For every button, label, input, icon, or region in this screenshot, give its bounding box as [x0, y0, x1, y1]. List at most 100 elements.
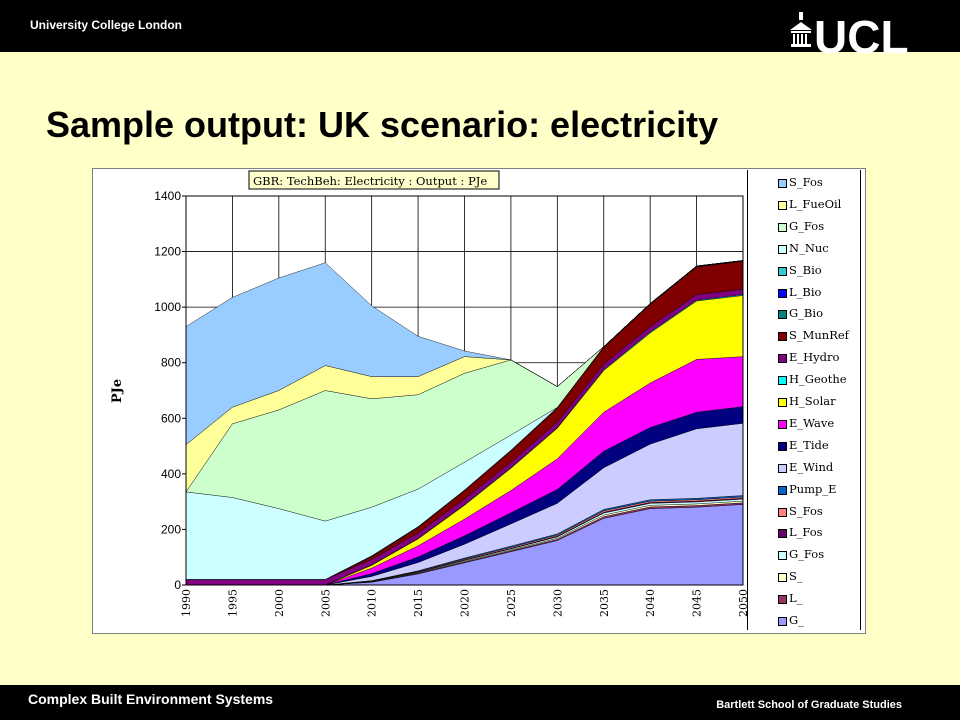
legend-label: L_ — [789, 591, 803, 606]
legend-item: N_Nuc — [778, 240, 862, 260]
legend-swatch — [778, 463, 787, 473]
legend-item: G_Bio — [778, 306, 862, 325]
legend-item: L_ — [778, 591, 862, 610]
university-name: University College London — [30, 18, 183, 32]
footer-right-text: Bartlett School of Graduate Studies — [716, 699, 902, 711]
legend-label: G_Fos — [789, 547, 825, 562]
area-series-s-fos — [185, 260, 744, 446]
footer-bar: Complex Built Environment Systems Bartle… — [0, 685, 960, 720]
x-tick-label: 1990 — [180, 589, 193, 617]
legend-item: E_Tide — [778, 437, 862, 457]
legend-swatch — [778, 310, 787, 320]
legend-swatch — [778, 398, 787, 407]
plot-frame — [185, 195, 744, 586]
legend-item: E_Wave — [778, 415, 862, 435]
legend-swatch — [778, 332, 787, 342]
y-tick-label: 1200 — [154, 245, 181, 259]
legend-item: G_ — [778, 613, 862, 632]
footer-left-text: Complex Built Environment Systems — [28, 691, 274, 707]
x-tick-label: 2040 — [644, 589, 657, 617]
legend-swatch — [778, 266, 787, 276]
x-tick-label: 2015 — [412, 589, 425, 617]
legend-item: H_Geothe — [778, 372, 862, 391]
legend-item: Pump_E — [778, 481, 862, 501]
y-axis-label: PJe — [110, 379, 125, 403]
y-tick-label: 1000 — [154, 300, 181, 314]
legend-label: G_ — [789, 613, 804, 627]
y-tick-label: 200 — [161, 522, 181, 536]
legend-item: S_Bio — [778, 262, 862, 282]
legend-label: L_FueOil — [789, 196, 842, 211]
legend-label: H_Solar — [789, 394, 836, 408]
legend-swatch — [778, 551, 787, 561]
legend-label: L_Fos — [789, 525, 823, 540]
legend-swatch — [778, 485, 787, 495]
portico-icon — [790, 12, 812, 47]
legend-label: E_Wave — [789, 415, 835, 430]
legend-label: G_Bio — [789, 306, 823, 321]
chart-container: 0 200 400 600 800 1000 1200 1400 1990 1995 2000 200… — [92, 168, 866, 634]
legend-label: E_Wind — [789, 459, 834, 474]
legend-swatch — [778, 244, 787, 254]
legend-swatch — [778, 288, 787, 298]
legend-label: N_Nuc — [789, 240, 829, 255]
legend-swatch — [778, 595, 787, 605]
x-tick-label: 2005 — [319, 589, 332, 617]
legend-swatch — [778, 419, 787, 429]
x-tick-label: 2010 — [366, 589, 379, 617]
legend-item: L_Fos — [778, 525, 862, 544]
ucl-logo-text: UCL — [814, 11, 909, 58]
chart-legend: S_Fos L_FueOil G_Fos N_Nuc S_Bio L_Bio G_Bio S_… — [747, 170, 861, 630]
legend-label: E_Hydro — [789, 350, 840, 365]
legend-label: S_Fos — [789, 503, 823, 518]
legend-label: G_Fos — [789, 218, 825, 233]
legend-label: S_Bio — [789, 262, 822, 277]
y-tick-label: 1400 — [154, 189, 181, 203]
x-tick-label: 2035 — [598, 589, 611, 617]
legend-item: E_Hydro — [778, 350, 862, 369]
legend-label: S_Fos — [789, 175, 823, 189]
legend-swatch — [778, 200, 787, 210]
legend-item: G_Fos — [778, 547, 862, 566]
chart-title-box — [248, 170, 500, 190]
area-chart: 0 200 400 600 800 1000 1200 1400 1990 1995 2000 200… — [110, 170, 747, 617]
slide-title: Sample output: UK scenario: electricity — [46, 104, 719, 145]
legend-item: S_ — [778, 569, 862, 588]
legend-swatch — [778, 507, 787, 517]
legend-item: S_Fos — [778, 175, 862, 194]
legend-swatch — [778, 441, 787, 451]
x-tick-label: 2025 — [505, 589, 518, 617]
legend-item: H_Solar — [778, 394, 862, 413]
legend-item: S_MunRef — [778, 328, 862, 347]
legend-swatch — [778, 617, 787, 626]
ucl-logo: UCL — [790, 11, 909, 58]
x-tick-label: 2020 — [459, 589, 472, 617]
legend-swatch — [778, 354, 787, 364]
legend-item: L_Bio — [778, 284, 862, 304]
x-tick-label: 2045 — [691, 589, 704, 617]
x-tick-label: 2050 — [737, 589, 747, 617]
x-tick-label: 2030 — [551, 589, 564, 617]
legend-label: L_Bio — [789, 284, 822, 299]
legend-label: S_MunRef — [789, 328, 849, 343]
legend-label: S_ — [789, 569, 803, 584]
x-tick-label: 2000 — [273, 589, 286, 617]
y-tick-label: 0 — [174, 578, 181, 592]
y-tick-label: 800 — [161, 356, 181, 370]
legend-item: L_FueOil — [778, 196, 862, 216]
legend-swatch — [778, 222, 787, 232]
chart-title: GBR: TechBeh: Electricity : Output : PJe — [253, 174, 487, 188]
y-tick-label: 600 — [161, 411, 181, 425]
y-tick-label: 400 — [161, 467, 181, 481]
legend-item: S_Fos — [778, 503, 862, 523]
legend-swatch — [778, 529, 787, 539]
legend-label: Pump_E — [789, 481, 837, 496]
legend-swatch — [778, 573, 787, 583]
legend-label: H_Geothe — [789, 372, 847, 387]
header-bar: University College London UCL — [0, 0, 960, 58]
x-tick-label: 1995 — [226, 589, 239, 617]
legend-swatch — [778, 376, 787, 386]
legend-item: G_Fos — [778, 218, 862, 238]
legend-label: E_Tide — [789, 437, 829, 452]
legend-swatch — [778, 179, 787, 188]
